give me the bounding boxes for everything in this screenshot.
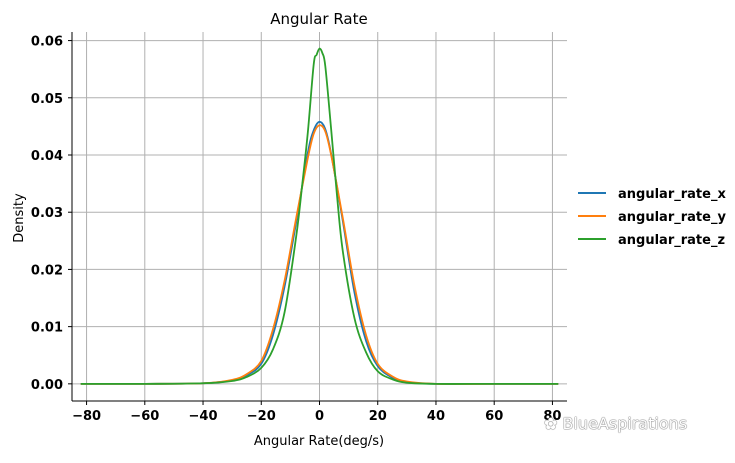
watermark-icon: ✿ (544, 414, 558, 433)
series-lines (80, 47, 559, 385)
y-tick-label: 0.06 (31, 35, 63, 50)
x-tick-label: 20 (369, 409, 387, 424)
x-tick-label: −80 (72, 409, 101, 424)
x-tick-label: −60 (130, 409, 159, 424)
y-tick-label: 0.03 (31, 206, 63, 221)
x-tick-label: −40 (189, 409, 218, 424)
y-tick-label: 0.05 (31, 92, 63, 107)
y-tick-label: 0.04 (31, 149, 63, 164)
series-line-angular-rate-z (80, 47, 559, 385)
grid (72, 32, 567, 401)
series-line-angular-rate-y (80, 124, 559, 385)
tick-labels: −80 −60 −40 −20 0 20 40 60 80 0.00 0.01 0.02 0.03 0.0… (31, 35, 562, 424)
chart-title: Angular Rate (270, 10, 368, 28)
series-line-angular-rate-x (80, 120, 559, 385)
x-tick-label: 40 (427, 409, 445, 424)
x-tick-label: 80 (543, 409, 561, 424)
x-tick-label: 0 (315, 409, 324, 424)
watermark: ✿ BlueAspirations (544, 414, 687, 433)
legend-label: angular_rate_z (618, 233, 725, 248)
x-tick-label: −20 (247, 409, 276, 424)
legend-label: angular_rate_y (618, 210, 726, 225)
y-axis-label: Density (12, 193, 27, 243)
x-axis-label: Angular Rate(deg/s) (254, 434, 384, 449)
legend: angular_rate_x angular_rate_y angular_rate… (578, 187, 726, 248)
x-tick-label: 60 (485, 409, 503, 424)
y-tick-label: 0.01 (31, 321, 63, 336)
y-tick-label: 0.02 (31, 263, 63, 278)
y-tick-label: 0.00 (31, 378, 63, 393)
watermark-text: BlueAspirations (562, 414, 688, 433)
legend-label: angular_rate_x (618, 187, 726, 202)
